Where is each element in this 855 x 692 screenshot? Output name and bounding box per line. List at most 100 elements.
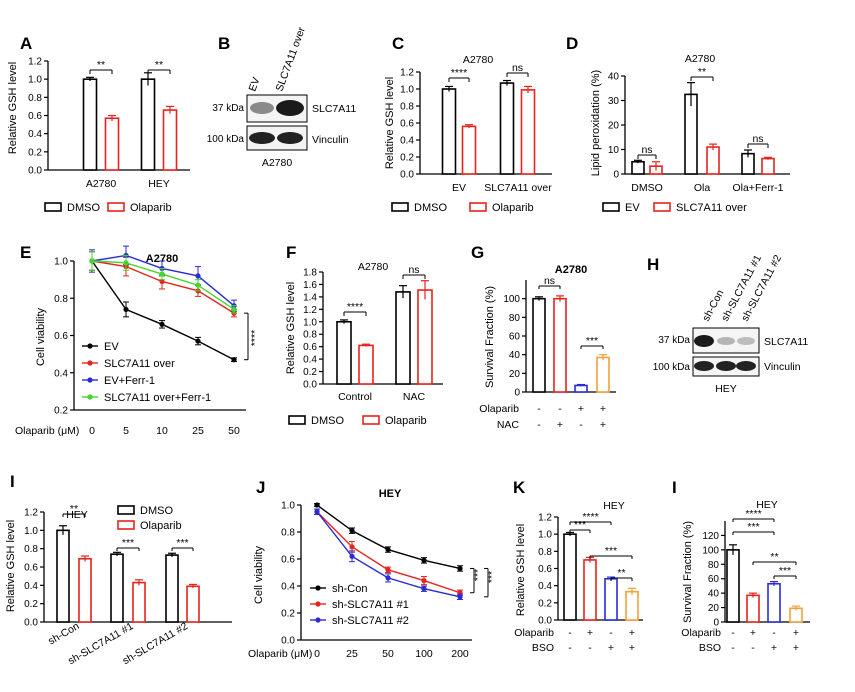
panel-f-y-tick-label: 0.0 <box>303 380 317 391</box>
panel-f-ylabel: Relative GSH level <box>285 282 297 374</box>
panel-e-point <box>231 306 237 313</box>
panel-e-y-tick-label: 0.6 <box>54 331 68 342</box>
panel-a-sig: ** <box>155 59 163 71</box>
panel-g-sig: ns <box>544 275 555 287</box>
panel-j-legend-marker <box>315 585 321 591</box>
panel-i-ylabel: Relative GSH level <box>5 520 17 612</box>
panel-e-point <box>159 271 165 277</box>
panel-l-y-tick-label: 80 <box>708 560 720 571</box>
panel-d-sig: ** <box>698 66 706 78</box>
panel-c-bar-olaparib <box>520 89 536 175</box>
blot-b-protein-1: SLC7A11 <box>312 103 356 115</box>
panel-j-point <box>314 509 320 515</box>
panel-c-y-tick-label: 0.6 <box>400 119 414 130</box>
panel-l-treat-mark: - <box>772 627 776 639</box>
panel-g-treat-mark: + <box>557 419 563 431</box>
panel-l-treat-mark: - <box>731 642 735 654</box>
panel-i-y-tick-label: 0.6 <box>24 563 38 574</box>
panel-f-bar-dmso <box>336 320 352 385</box>
panel-f-y-tick-label: 0.2 <box>303 367 317 378</box>
panel-j-series-line <box>316 504 461 570</box>
panel-e-point <box>195 338 201 344</box>
panel-g-treat-mark: + <box>600 419 606 431</box>
panel-l-treat-mark: + <box>793 642 799 654</box>
panel-j-point <box>421 578 427 584</box>
panel-d-legend-slc-label: SLC7A11 over <box>676 202 747 214</box>
panel-i-bar-olaparib <box>132 581 146 623</box>
panel-c-bar-dmso <box>441 88 457 175</box>
panel-d-category: Ola <box>694 182 711 194</box>
panel-j-legend-marker <box>315 601 321 607</box>
panel-e-legend-label: SLC7A11 over+Ferr-1 <box>104 392 211 404</box>
panel-e-x-tick-label: 0 <box>89 425 95 437</box>
panel-e-ylabel: Cell viability <box>35 307 47 366</box>
panel-k-y-tick-label: 0.2 <box>538 598 552 609</box>
panel-j-point <box>421 557 427 563</box>
panel-label-E: E <box>20 243 31 262</box>
panel-d-category: Ola+Ferr-1 <box>732 182 783 194</box>
blot-b-band-ev-vinculin <box>249 132 275 144</box>
panel-l-treat-mark: + <box>771 642 777 654</box>
panel-e-x-tick-label: 25 <box>192 425 204 437</box>
panel-k-treat-mark: + <box>629 627 635 639</box>
panel-a-bar-olaparib <box>162 109 178 171</box>
panel-d-bar-slc <box>761 157 775 175</box>
panel-a-legend-dmso-label: DMSO <box>67 202 100 214</box>
panel-j-legend-label: sh-Con <box>332 583 367 595</box>
panel-label-K: K <box>513 478 526 497</box>
panel-l-title: HEY <box>756 499 778 511</box>
panel-f-sig: ns <box>408 264 419 276</box>
panel-i-y-tick-label: 1.2 <box>24 508 38 519</box>
panel-g-treat-mark: + <box>600 403 606 415</box>
blot-b-kda-2: 100 kDa <box>207 134 245 145</box>
blot-h-band-shcon-slc7a11 <box>694 335 714 347</box>
panel-e-xlabel: Olaparib (μM) <box>15 425 79 437</box>
panel-l-treat-name: BSO <box>699 642 721 654</box>
panel-l-sig: **** <box>745 508 761 520</box>
panel-i-legend-dmso-swatch <box>117 505 135 515</box>
panel-j-x-tick-label: 50 <box>382 648 394 660</box>
panel-f-legend-olaparib-label: Olaparib <box>385 415 427 427</box>
panel-e-x-tick-label: 5 <box>123 425 129 437</box>
panel-f-y-tick-label: 1.8 <box>303 268 317 279</box>
panel-i-title: HEY <box>66 509 88 521</box>
panel-j-point <box>349 544 355 550</box>
panel-c-legend-dmso-swatch <box>391 202 409 212</box>
panel-j-x-tick-label: 25 <box>346 648 358 660</box>
panel-g-bar <box>532 297 546 393</box>
panel-l-treat-mark: - <box>731 627 735 639</box>
blot-b-band-over-slc7a11 <box>276 100 304 116</box>
panel-e-sig: **** <box>249 330 261 346</box>
blot-h-band-sh2-slc7a11 <box>737 337 755 345</box>
panel-c-legend-olaparib-label: Olaparib <box>492 202 534 214</box>
blot-b-cell: A2780 <box>262 157 293 169</box>
panel-j-x-tick-label: 200 <box>451 648 469 660</box>
panel-i-legend-olaparib-label: Olaparib <box>140 520 182 532</box>
panel-i-bar-olaparib <box>78 557 92 623</box>
panel-label-A: A <box>20 34 32 53</box>
panel-a-y-tick-label: 0.0 <box>28 166 42 177</box>
panel-label-L: I <box>672 478 677 497</box>
panel-f-y-tick-label: 0.6 <box>303 342 317 353</box>
panel-j-legend-label: sh-SLC7A11 #1 <box>332 599 409 611</box>
panel-g-y-tick-label: 0 <box>514 388 520 399</box>
panel-a-legend-olaparib-label: Olaparib <box>130 202 172 214</box>
panel-a-y-tick-label: 0.8 <box>28 93 42 104</box>
panel-e-point <box>195 282 201 288</box>
panel-label-D: D <box>566 34 578 53</box>
panel-k-sig: *** <box>605 545 617 557</box>
panel-l-y-tick-label: 0 <box>713 618 719 629</box>
panel-g-y-tick-label: 40 <box>509 350 521 361</box>
panel-e-legend-marker <box>87 343 93 349</box>
panel-c-legend-dmso-label: DMSO <box>414 202 447 214</box>
panel-e-point <box>123 260 129 266</box>
panel-e-y-tick-label: 0.2 <box>54 406 68 417</box>
panel-k-bar <box>604 577 618 621</box>
panel-f-bar-olaparib <box>417 289 433 385</box>
panel-d-y-tick-label: 40 <box>608 72 620 83</box>
panel-k-y-tick-label: 1.0 <box>538 530 552 541</box>
panel-k-treat-mark: - <box>588 642 592 654</box>
panel-k-bar <box>625 590 639 621</box>
blot-b-band-over-vinculin <box>277 132 303 144</box>
panel-g-bar <box>596 356 610 393</box>
